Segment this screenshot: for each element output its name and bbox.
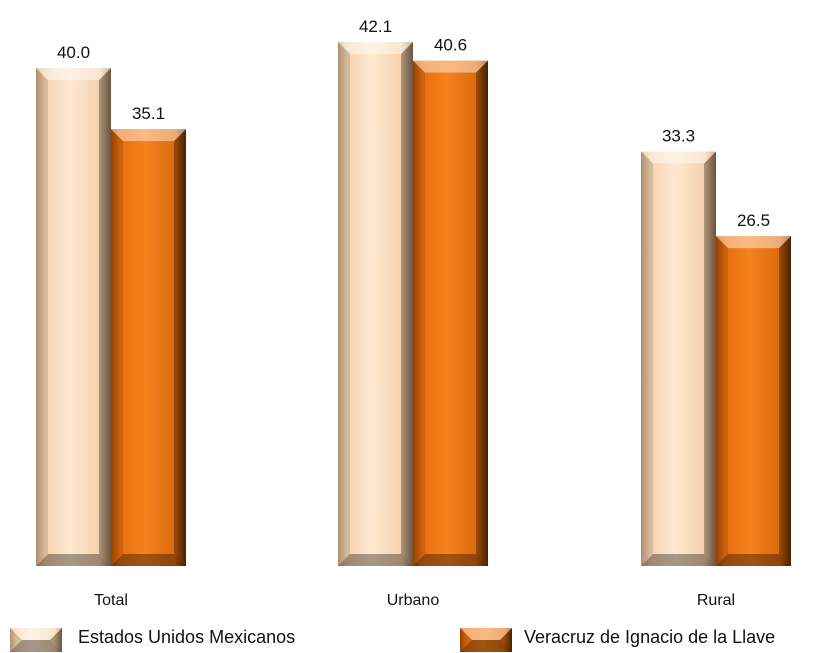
bar-rural-series-0 (641, 151, 716, 566)
legend-label-veracruz: Veracruz de Ignacio de la Llave (524, 627, 775, 647)
bar-urbano-series-1 (413, 60, 488, 567)
category-label-urbano: Urbano (387, 592, 440, 609)
legend-swatch-estados-unidos-mexicanos (10, 628, 62, 652)
value-label-urbano-series-1: 40.6 (434, 36, 467, 55)
value-label-rural-series-1: 26.5 (737, 211, 770, 230)
legend-swatch-bar-1 (460, 628, 512, 652)
value-label-total-series-1: 35.1 (132, 104, 165, 123)
bar-rural-series-1 (716, 236, 791, 567)
legend-item-1: Veracruz de Ignacio de la Llave (460, 627, 775, 652)
category-label-rural: Rural (697, 592, 735, 609)
bar-urbano-series-0 (338, 42, 413, 566)
value-label-total-series-0: 40.0 (57, 43, 90, 62)
legend-item-0: Estados Unidos Mexicanos (10, 627, 295, 652)
legend: Estados Unidos Mexicanos Veracruz de Ign… (10, 627, 775, 652)
value-label-rural-series-0: 33.3 (662, 127, 695, 146)
bar-total-series-1 (111, 129, 186, 566)
category-label-total: Total (94, 592, 128, 609)
bar-total-series-0 (36, 68, 111, 567)
legend-swatch-bar-0 (10, 628, 62, 652)
legend-label-estados-unidos-mexicanos: Estados Unidos Mexicanos (78, 627, 295, 647)
value-label-urbano-series-0: 42.1 (359, 17, 392, 36)
legend-swatch-veracruz (460, 628, 512, 652)
